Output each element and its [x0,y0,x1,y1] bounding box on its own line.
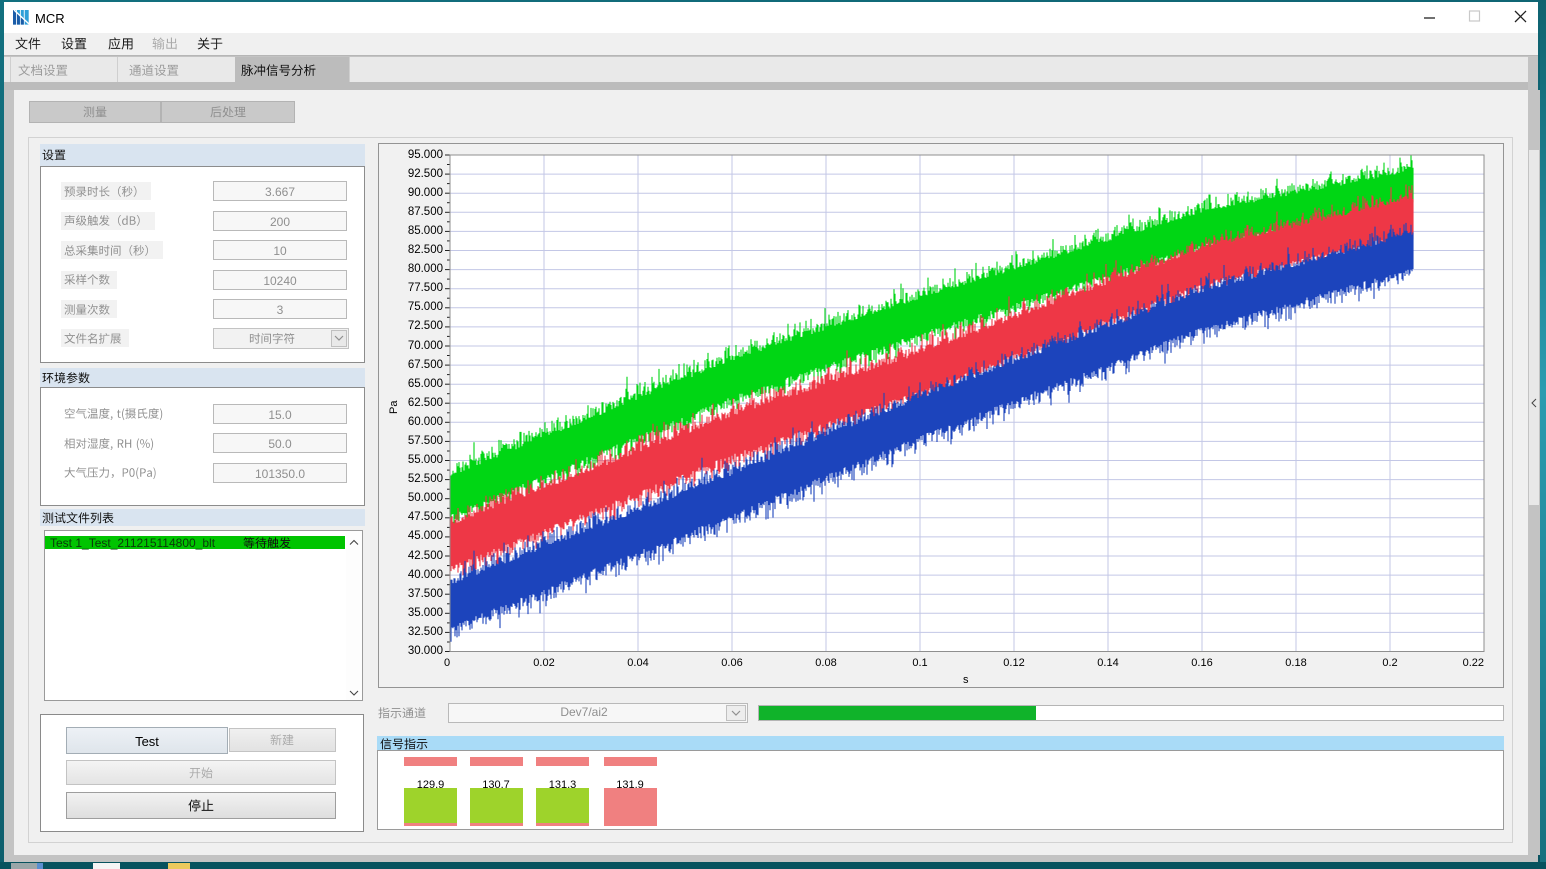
svg-text:Pa: Pa [388,400,400,414]
